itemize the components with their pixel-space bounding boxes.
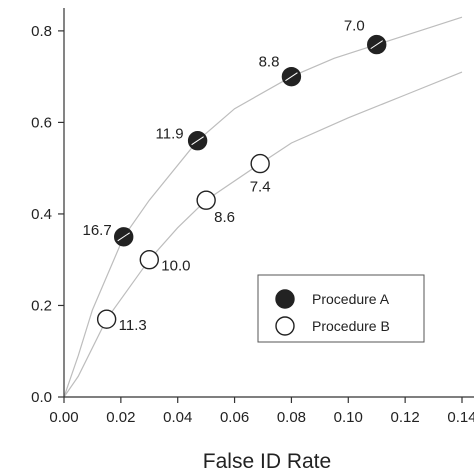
x-tick-label: 0.04: [163, 409, 192, 426]
procedure-b-point: [139, 250, 159, 270]
point-label: 16.7: [82, 222, 111, 239]
point-label: 11.9: [156, 126, 184, 143]
point-highlight: [370, 40, 383, 50]
y-tick-label: 0.0: [31, 389, 52, 406]
x-tick-label: 0.12: [391, 409, 420, 426]
point-label: 8.6: [214, 209, 235, 226]
point-label: 7.4: [250, 179, 271, 196]
x-tick-label: 0.14: [447, 409, 474, 426]
procedure-b-point: [196, 190, 216, 210]
point-label: 8.8: [259, 54, 280, 71]
x-axis-title: False ID Rate: [203, 450, 331, 473]
x-tick-label: 0.10: [334, 409, 363, 426]
procedure-b-point: [250, 153, 270, 174]
point-label: 11.3: [119, 317, 147, 334]
procedure-b-point: [96, 309, 117, 329]
point-labels-layer: 16.7 11.9 8.8 7.0 11.3 10.0 8.6 7.4: [82, 18, 364, 335]
point-label: 10.0: [161, 258, 190, 275]
x-tick-label: 0.02: [106, 409, 135, 426]
y-tick-label: 0.8: [31, 23, 52, 40]
point-highlight: [285, 72, 298, 82]
point-highlight: [117, 232, 130, 242]
y-tick-label: 0.4: [31, 206, 52, 223]
y-tick-label: 0.2: [31, 297, 52, 314]
axes-layer: 0.00 0.02 0.04 0.06 0.08 0.10 0.12 0.14 0.0 0.2 0.…: [31, 8, 474, 426]
legend: Procedure A Procedure B: [257, 274, 425, 343]
y-tick-label: 0.6: [31, 114, 52, 131]
legend-label: Procedure B: [312, 318, 390, 334]
point-highlight: [191, 136, 204, 146]
legend-label: Procedure A: [312, 291, 390, 307]
point-label: 7.0: [344, 18, 365, 35]
legend-marker-procedure-b: [275, 316, 295, 336]
x-tick-label: 0.00: [49, 409, 78, 426]
legend-marker-procedure-a: [275, 289, 295, 309]
points-layer: [96, 34, 387, 329]
x-tick-label: 0.08: [277, 409, 306, 426]
x-tick-label: 0.06: [220, 409, 249, 426]
